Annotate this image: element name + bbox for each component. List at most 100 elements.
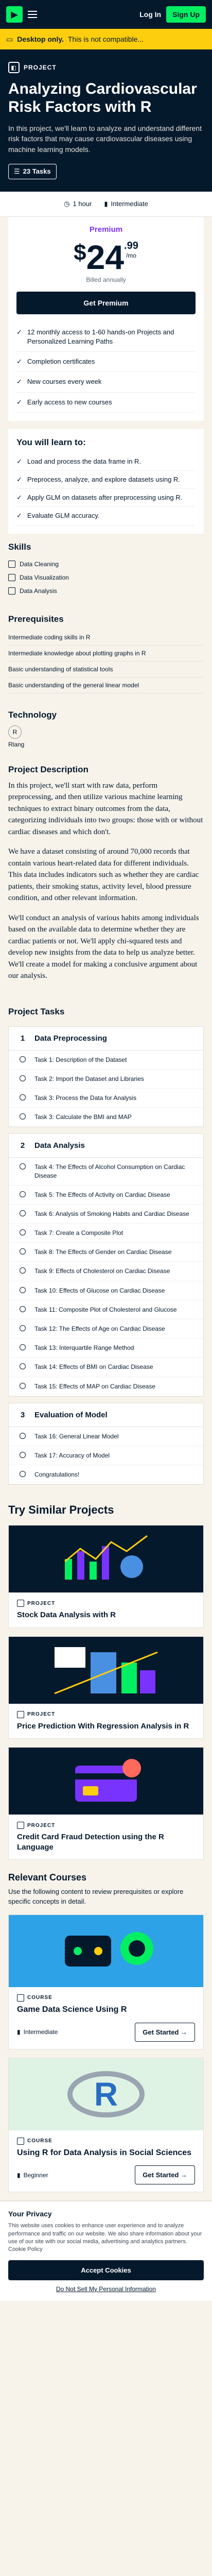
task-group: 1 Data Preprocessing Task 1: Description o…: [8, 1026, 204, 1128]
check-icon: ✓: [16, 328, 22, 336]
task-item: Task 5: The Effects of Activity on Cardi…: [9, 1185, 203, 1205]
check-icon: ✓: [16, 476, 22, 484]
tasks-count: 23 Tasks: [23, 167, 51, 176]
task-status-icon: [17, 1432, 28, 1440]
task-group-title: Data Preprocessing: [34, 1033, 107, 1043]
feature-item: ✓ Early access to new courses: [16, 393, 196, 413]
project-hero: ◧ PROJECT Analyzing Cardiovascular Risk …: [0, 49, 212, 192]
project-icon: [17, 1822, 24, 1829]
task-text: Task 4: The Effects of Alcohol Consumpti…: [34, 1163, 185, 1179]
desktop-only-notice: ▭ Desktop only. This is not compatible..…: [0, 29, 212, 49]
task-status-icon: [17, 1382, 28, 1391]
skills-title: Skills: [8, 541, 31, 552]
task-group-header[interactable]: 2 Data Analysis: [9, 1134, 203, 1158]
course-thumbnail: [9, 1914, 203, 1987]
project-tag: PROJECT: [17, 1600, 195, 1607]
description-paragraph: In this project, we'll start with raw da…: [8, 781, 203, 836]
price-currency: $: [74, 240, 86, 265]
course-tag: COURSE: [17, 1994, 195, 2002]
project-thumbnail: [9, 1636, 203, 1704]
project-card[interactable]: PROJECT Credit Card Fraud Detection usin…: [8, 1747, 204, 1860]
relevant-courses: Relevant Courses Use the following conte…: [0, 1868, 212, 2193]
project-tag: PROJECT: [17, 1822, 195, 1829]
project-icon: ◧: [8, 62, 20, 73]
task-item: Task 13: Interquartile Range Method: [9, 1338, 203, 1358]
task-status-icon: [17, 1306, 28, 1314]
get-premium-button[interactable]: Get Premium: [16, 291, 196, 314]
similar-projects: Try Similar Projects PROJECT Stock Data …: [0, 1491, 212, 1860]
project-thumbnail: [9, 1748, 203, 1815]
project-kicker: ◧ PROJECT: [8, 62, 204, 73]
task-text: Task 7: Create a Composite Plot: [34, 1229, 123, 1237]
get-started-button[interactable]: Get Started →: [135, 2165, 195, 2185]
learn-title: You will learn to:: [16, 437, 86, 447]
cookie-title: Your Privacy: [8, 2210, 52, 2218]
task-group-header[interactable]: 3 Evaluation of Model: [9, 1403, 203, 1427]
tasks-badge: ☰ 23 Tasks: [8, 163, 57, 179]
menu-icon[interactable]: [28, 7, 42, 22]
task-status-icon: [17, 1113, 28, 1121]
svg-text:R: R: [94, 2076, 118, 2113]
task-item: Task 16: General Linear Model: [9, 1427, 203, 1446]
feature-text: Completion certificates: [27, 358, 95, 366]
technology-item: R Rlang: [8, 725, 204, 748]
learn-item: ✓ Load and process the data frame in R.: [16, 453, 196, 471]
course-card[interactable]: R COURSE Using R for Data Analysis in So…: [8, 2057, 204, 2193]
project-card[interactable]: PROJECT Price Prediction With Regression…: [8, 1636, 204, 1739]
check-icon: ✓: [16, 494, 22, 502]
task-text: Task 8: The Effects of Gender on Cardiac…: [34, 1248, 172, 1256]
price-amount: 24: [86, 238, 125, 276]
related-title: Relevant Courses: [8, 1872, 87, 1883]
project-description: Project Description In this project, we'…: [0, 756, 212, 998]
learn-item: ✓ Evaluate GLM accuracy.: [16, 507, 196, 526]
skill-item: Data Visualization: [8, 571, 204, 584]
skill-text: Data Cleaning: [20, 560, 59, 568]
course-card[interactable]: COURSE Game Data Science Using R ▮ Interm…: [8, 1914, 204, 2049]
description-paragraph: We'll conduct an analysis of various hab…: [8, 913, 199, 980]
task-group-number: 1: [20, 1033, 25, 1043]
task-text: Congratulations!: [34, 1471, 80, 1479]
feature-item: ✓ Completion certificates: [16, 352, 196, 372]
course-icon: [17, 1994, 24, 2002]
project-subtitle: In this project, we'll learn to analyze …: [8, 124, 202, 154]
task-text: Task 16: General Linear Model: [34, 1432, 119, 1440]
task-item: Task 15: Effects of MAP on Cardiac Disea…: [9, 1377, 203, 1396]
tasks-heading: Project Tasks: [0, 998, 212, 1026]
task-status-icon: [17, 1325, 28, 1333]
do-not-sell-link[interactable]: Do Not Sell My Personal Information: [56, 2285, 156, 2293]
skill-icon: [8, 587, 15, 595]
task-group-header[interactable]: 1 Data Preprocessing: [9, 1027, 203, 1050]
feature-text: Early access to new courses: [27, 398, 112, 406]
logo-icon[interactable]: ▶: [6, 6, 23, 23]
skill-icon: [8, 560, 15, 568]
level-icon: ▮: [17, 2171, 21, 2179]
prerequisite-item: Intermediate knowledge about plotting gr…: [8, 646, 204, 662]
task-text: Task 1: Description of the Dataset: [34, 1056, 127, 1063]
project-card[interactable]: PROJECT Stock Data Analysis with R: [8, 1525, 204, 1628]
task-item: Task 9: Effects of Cholesterol on Cardia…: [9, 1262, 203, 1281]
course-tag: COURSE: [17, 2137, 195, 2145]
get-started-button[interactable]: Get Started →: [135, 2022, 195, 2042]
course-thumbnail: R: [9, 2058, 203, 2130]
task-item: Task 11: Composite Plot of Cholesterol a…: [9, 1300, 203, 1320]
skill-text: Data Visualization: [20, 573, 69, 581]
login-link[interactable]: Log In: [139, 10, 162, 19]
technology-text: Rlang: [8, 740, 25, 748]
task-text: Task 12: The Effects of Age on Cardiac D…: [34, 1325, 165, 1333]
course-card-title: Using R for Data Analysis in Social Scie…: [17, 2148, 192, 2157]
notice-bold: Desktop only.: [17, 35, 64, 43]
task-status-icon: [17, 1094, 28, 1102]
level-text: Intermediate: [111, 200, 148, 208]
task-group-title: Evaluation of Model: [34, 1410, 108, 1419]
project-icon: [17, 1600, 24, 1607]
pricing-card: Premium $ 24 .99 /mo Billed annually Get…: [8, 216, 204, 323]
task-text: Task 15: Effects of MAP on Cardiac Disea…: [34, 1382, 156, 1390]
signup-button[interactable]: Sign Up: [166, 6, 206, 23]
task-status-icon: [17, 1075, 28, 1083]
accept-cookies-button[interactable]: Accept Cookies: [8, 2260, 204, 2280]
project-title: Analyzing Cardiovascular Risk Factors wi…: [8, 80, 197, 115]
duration-text: 1 hour: [73, 200, 92, 208]
check-icon: ✓: [16, 358, 22, 366]
check-icon: ✓: [16, 398, 22, 406]
task-status-icon: [17, 1344, 28, 1352]
